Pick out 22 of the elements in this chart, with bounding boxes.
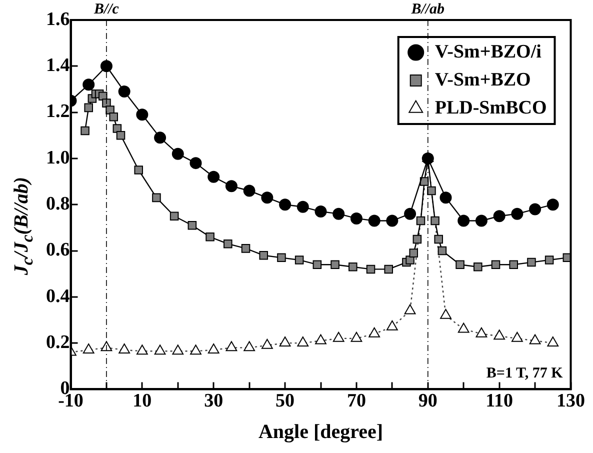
- y-tick-label: 1.0: [46, 147, 70, 168]
- legend-label: V-Sm+BZO/i: [434, 41, 542, 62]
- y-tick-label: 1.4: [46, 55, 70, 76]
- x-tick-label: 30: [204, 390, 224, 412]
- y-tick-label: 1.6: [46, 8, 70, 30]
- x-tick-label: 50: [276, 390, 295, 412]
- y-tick-label: 0.8: [46, 194, 70, 215]
- y-tick-label: 1.2: [46, 101, 70, 122]
- y-tick-label: 0.2: [46, 332, 70, 353]
- x-tick-label: 90: [418, 390, 438, 412]
- y-tick-label: 0.6: [46, 240, 70, 261]
- x-axis-title: Angle [degree]: [258, 421, 384, 444]
- legend-label: V-Sm+BZO: [434, 69, 531, 90]
- x-tick-label: 70: [346, 390, 366, 412]
- x-tick-label: 10: [132, 390, 152, 412]
- x-tick-label: 110: [486, 390, 514, 412]
- annotation: B=1 T, 77 K: [486, 366, 564, 382]
- x-tick-label: 130: [556, 390, 585, 412]
- ref-line-label: B//c: [92, 1, 120, 18]
- ref-line-label: B//ab: [410, 1, 446, 18]
- y-tick-label: 0.4: [46, 286, 70, 307]
- legend-label: PLD-SmBCO: [434, 97, 547, 118]
